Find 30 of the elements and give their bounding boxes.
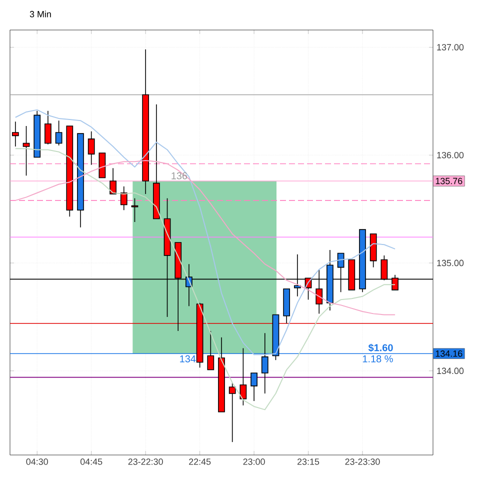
candlestick [228,382,236,442]
candlestick [88,130,95,166]
annotation: 134 [180,355,196,362]
line-series [14,109,396,356]
annotation: 1.18 % [362,355,393,362]
candlestick [44,110,52,145]
x-tick-label: 22:45 [189,458,211,465]
candlestick [250,372,258,402]
annotation: 136 [172,172,188,180]
x-tick-label: 23:15 [298,458,320,465]
ref-line-label: 134.16 [436,350,462,357]
y-tick-label: 136.00 [437,152,464,158]
x-tick-label: 04:30 [26,458,48,465]
candlestick [55,120,62,146]
candlestick [131,198,138,222]
y-tick-label: 137.00 [437,44,464,50]
chart-title: 3 Min [30,10,51,18]
ref-line-label: 135.76 [436,178,462,184]
candlestick [120,186,128,211]
y-tick-label: 135.00 [437,260,464,266]
x-tick-label: 23:00 [243,458,265,465]
annotation: $1.60 [368,344,393,352]
candlestick [110,168,116,194]
y-tick-label: 134.00 [437,368,464,374]
candlestick [207,330,214,370]
x-tick-label: 23-22:30 [128,458,163,465]
x-tick-label: 04:45 [80,458,102,465]
candlestick [240,348,247,406]
x-tick-label: 23-23:30 [345,458,380,465]
candlestick [22,126,30,176]
